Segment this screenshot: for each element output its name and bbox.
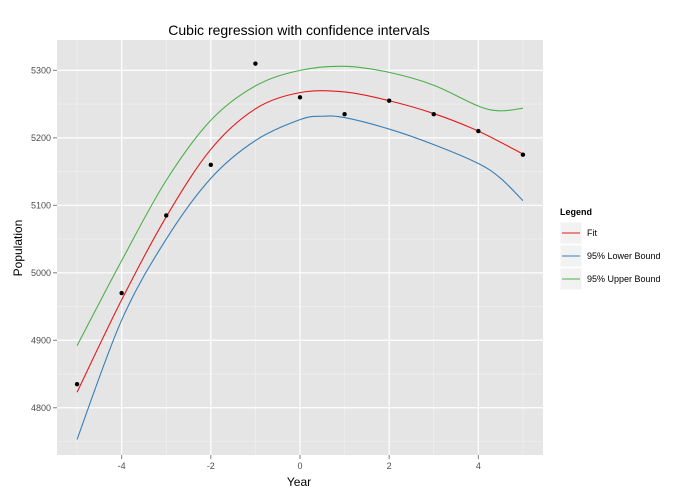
- legend-label-fit: Fit: [587, 228, 597, 238]
- y-tick-label: 5100: [31, 200, 51, 210]
- x-tick-label: 4: [476, 461, 481, 471]
- y-tick-label: 4800: [31, 403, 51, 413]
- x-axis-title: Year: [287, 475, 311, 489]
- series-line-fit: [76, 90, 524, 393]
- x-tick-label: 2: [387, 461, 392, 471]
- x-tick-label: -2: [207, 461, 215, 471]
- y-tick-label: 5000: [31, 268, 51, 278]
- y-axis: 4800 4900 5000 5100 5200 5300: [31, 65, 57, 413]
- legend-label-95-upper-bound: 95% Upper Bound: [587, 274, 661, 284]
- x-tick-label: -4: [118, 461, 126, 471]
- data-point: [119, 290, 124, 296]
- legend-title: Legend: [560, 207, 592, 217]
- series-line-95-upper-bound: [76, 65, 524, 346]
- data-point: [342, 112, 347, 117]
- data-point: [431, 112, 436, 117]
- legend-label-95-lower-bound: 95% Lower Bound: [587, 251, 661, 261]
- y-tick-label: 5300: [31, 65, 51, 75]
- data-point: [476, 128, 481, 134]
- x-axis: -4 -2 0 2 4: [118, 455, 481, 471]
- data-point: [164, 213, 169, 218]
- legend: Legend Fit 95% Lower Bound 95% Upper Bound: [559, 207, 661, 291]
- x-tick-label: 0: [297, 461, 302, 471]
- y-tick-label: 4900: [31, 335, 51, 345]
- data-point: [297, 95, 303, 100]
- series-layer: [76, 65, 524, 440]
- data-points: [74, 61, 526, 387]
- series-line-95-lower-bound: [76, 115, 524, 440]
- data-point: [74, 381, 80, 387]
- major-grid: [57, 40, 543, 455]
- y-tick-label: 5200: [31, 133, 51, 143]
- data-point: [253, 61, 258, 66]
- chart-title: Cubic regression with confidence interva…: [168, 22, 429, 38]
- data-point: [520, 152, 526, 157]
- y-axis-title: Population: [11, 220, 25, 277]
- data-point: [208, 162, 214, 168]
- data-point: [386, 98, 392, 103]
